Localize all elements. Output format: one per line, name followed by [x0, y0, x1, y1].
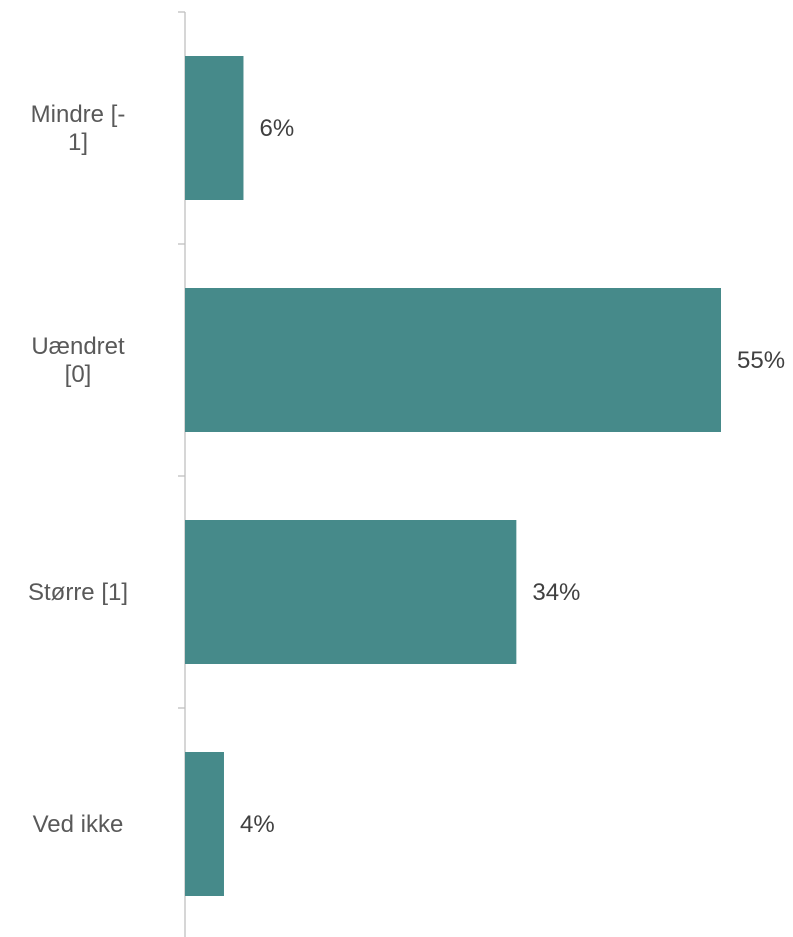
bar	[185, 520, 517, 664]
data-label: 6%	[259, 115, 294, 142]
category-label: Ved ikke	[33, 811, 124, 838]
bar	[185, 288, 721, 432]
bars	[185, 56, 721, 896]
category-axis	[178, 11, 186, 937]
bar	[185, 752, 224, 896]
category-labels: Mindre [-1] Uændret [0] Større [1] Ved ikke	[28, 101, 128, 838]
bar	[185, 56, 244, 200]
data-labels: 6% 55% 34% 4%	[240, 115, 785, 838]
category-label: Uændret [0]	[31, 333, 125, 388]
data-label: 55%	[737, 347, 785, 374]
data-label: 34%	[532, 579, 580, 606]
category-label: Mindre [-1]	[31, 101, 126, 156]
category-label: Større [1]	[28, 579, 128, 606]
data-label: 4%	[240, 811, 275, 838]
